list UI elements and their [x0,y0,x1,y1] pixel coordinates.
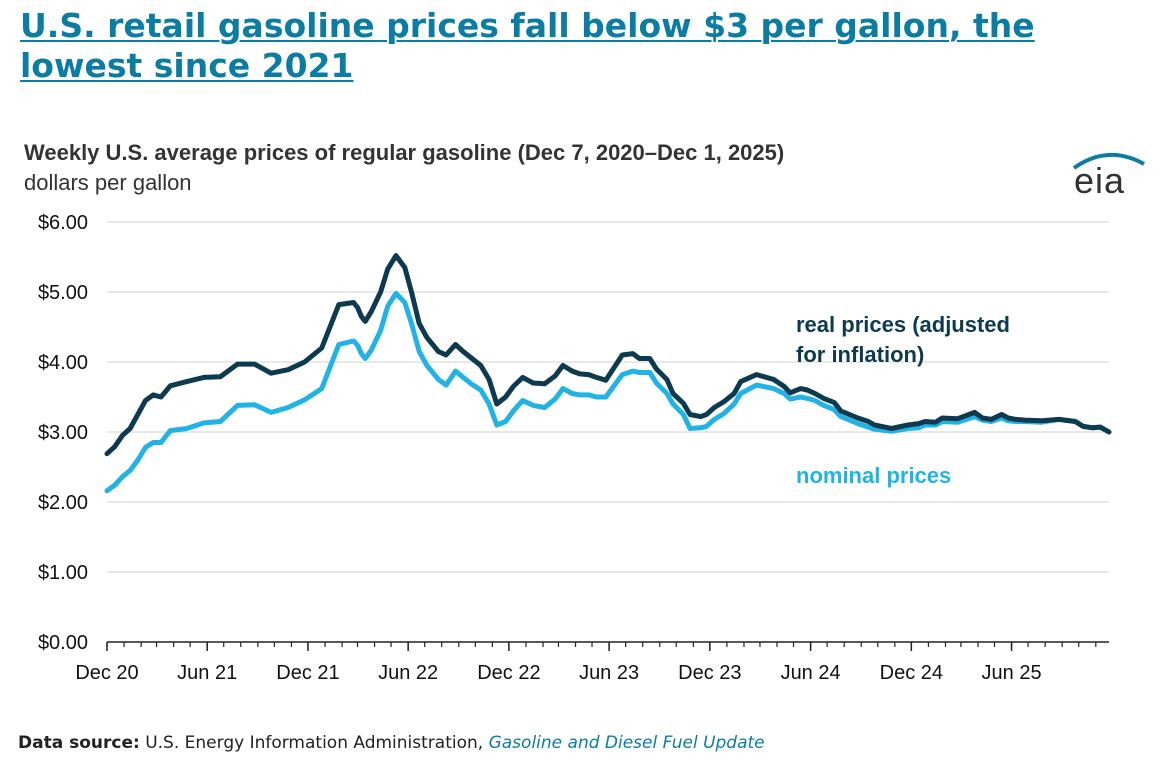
x-tick-label: Dec 22 [477,662,540,684]
x-tick-label: Jun 22 [378,662,438,684]
label-layer: real prices (adjusted for inflation) nomin… [796,312,1010,488]
x-tick-label: Dec 24 [880,662,943,684]
y-tick-label: $5.00 [38,282,88,304]
x-tick-label: Dec 23 [678,662,741,684]
chart-subtitle: dollars per gallon [24,170,192,195]
source-text: U.S. Energy Information Administration, [145,733,484,753]
footer: Data source: U.S. Energy Information Adm… [18,733,765,753]
x-tick-label: Dec 20 [75,662,138,684]
chart-title: Weekly U.S. average prices of regular ga… [24,140,785,165]
real-prices-label-line1: real prices (adjusted [796,312,1010,337]
price-chart: $0.00 $1.00 $2.00 $3.00 $4.00 $5.00 $6.00 Dec 2… [38,212,1112,684]
logo-arc-icon [1072,152,1145,170]
nominal-prices-line [104,290,1112,494]
x-tick-label: Jun 24 [781,662,841,684]
y-tick-label: $0.00 [38,632,88,654]
y-tick-label: $4.00 [38,352,88,374]
real-prices-label-line2: for inflation) [796,342,924,367]
logo-text: eia [1074,160,1126,201]
y-tick-label: $1.00 [38,562,88,584]
y-tick-label: $6.00 [38,212,88,234]
x-tick-label: Dec 21 [276,662,339,684]
y-tick-label: $3.00 [38,422,88,444]
source-label: Data source: [18,733,140,753]
x-tick-label: Jun 21 [177,662,237,684]
real-prices-line [104,253,1112,457]
grid-layer [107,221,1109,573]
y-tick-label: $2.00 [38,492,88,514]
headline[interactable]: U.S. retail gasoline prices fall below $… [20,6,1035,85]
axis-layer: $0.00 $1.00 $2.00 $3.00 $4.00 $5.00 $6.00 Dec 2… [38,212,1109,684]
x-tick-label: Jun 23 [579,662,639,684]
publication-link[interactable]: Gasoline and Diesel Fuel Update [488,733,765,753]
nominal-prices-label: nominal prices [796,463,951,488]
eia-logo: eia [1068,150,1146,201]
x-tick-label: Jun 25 [982,662,1042,684]
series-layer [104,253,1112,494]
